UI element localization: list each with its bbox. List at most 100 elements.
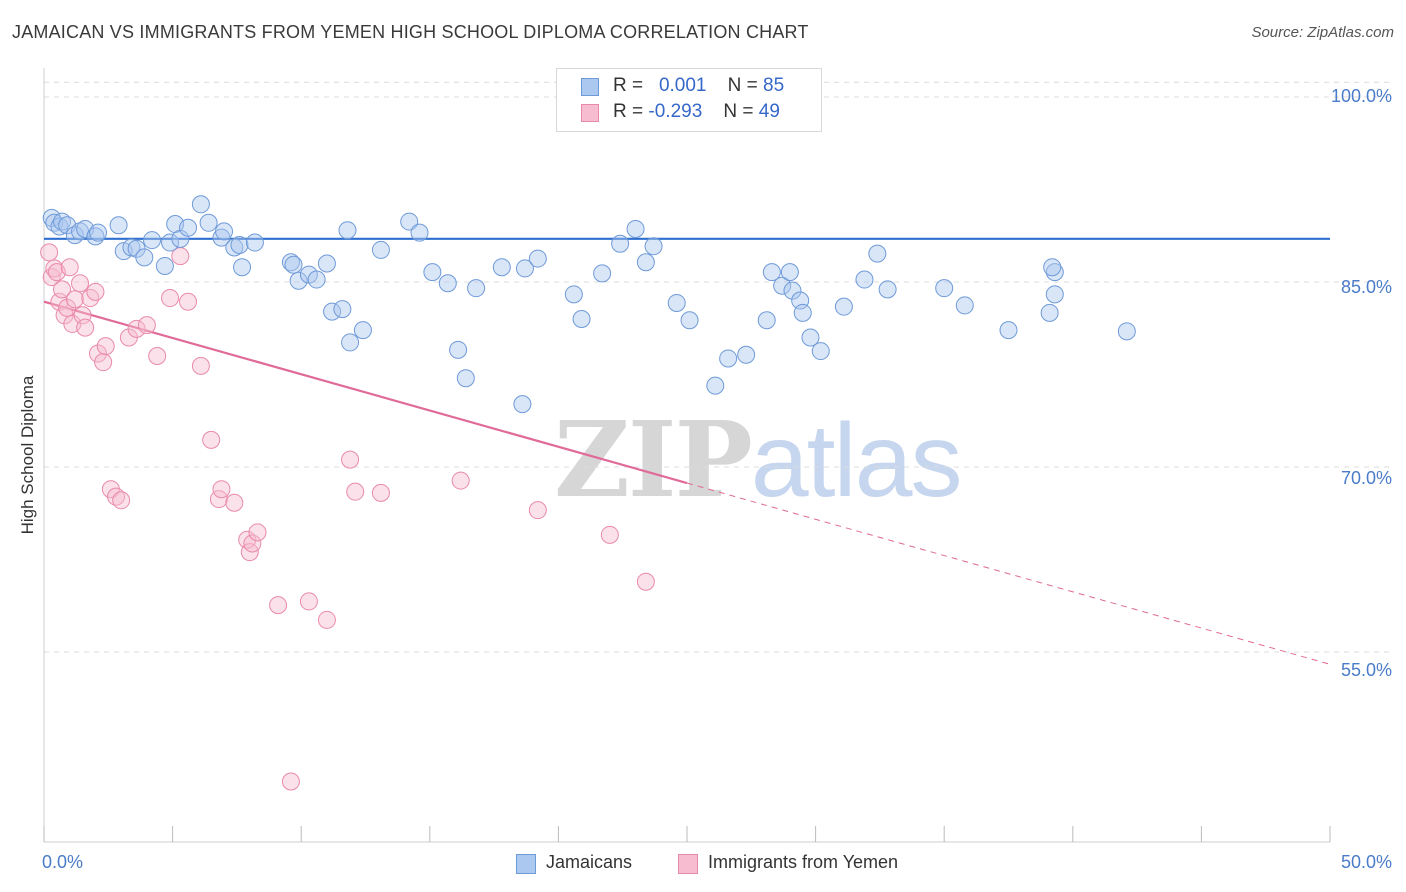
data-point-jamaicans bbox=[611, 234, 630, 253]
data-point-jamaicans bbox=[456, 369, 475, 388]
data-point-jamaicans bbox=[773, 276, 792, 295]
data-point-jamaicans bbox=[644, 237, 663, 256]
axes bbox=[43, 68, 1331, 843]
data-point-jamaicans bbox=[135, 248, 154, 267]
data-point-jamaicans bbox=[233, 258, 252, 277]
data-point-yemen bbox=[371, 483, 390, 502]
data-point-jamaicans bbox=[199, 213, 218, 232]
data-point-jamaicans bbox=[528, 249, 547, 268]
data-point-yemen bbox=[346, 482, 365, 501]
data-point-jamaicans bbox=[323, 302, 342, 321]
data-point-yemen bbox=[137, 316, 156, 335]
data-point-jamaicans bbox=[371, 240, 390, 259]
data-point-yemen bbox=[86, 282, 105, 301]
data-point-jamaicans bbox=[284, 255, 303, 274]
data-point-yemen bbox=[299, 592, 318, 611]
data-point-jamaicans bbox=[855, 270, 874, 289]
data-point-jamaicans bbox=[636, 253, 655, 272]
n-value: 49 bbox=[758, 101, 780, 122]
watermark: ZIPatlas bbox=[554, 398, 963, 521]
legend-text: R = -0.293 N = 49 bbox=[613, 101, 780, 123]
source-label: Source: ZipAtlas.com bbox=[1251, 24, 1394, 41]
data-point-jamaicans bbox=[341, 333, 360, 352]
data-point-yemen bbox=[451, 471, 470, 490]
r-label: R = bbox=[613, 101, 644, 122]
data-point-jamaicans bbox=[245, 233, 264, 252]
data-point-jamaicans bbox=[811, 342, 830, 361]
data-point-yemen bbox=[281, 772, 300, 791]
data-point-yemen bbox=[202, 430, 221, 449]
r-value: 0.001 bbox=[658, 75, 707, 96]
data-point-yemen bbox=[148, 347, 167, 365]
data-point-jamaicans bbox=[878, 280, 897, 299]
data-point-jamaicans bbox=[1045, 285, 1064, 304]
data-point-yemen bbox=[71, 274, 90, 293]
data-point-jamaicans bbox=[230, 236, 249, 254]
legend-swatch-pink bbox=[678, 854, 698, 874]
data-point-jamaicans bbox=[307, 270, 326, 289]
data-point-yemen bbox=[96, 337, 115, 356]
data-points bbox=[40, 195, 1136, 791]
data-point-jamaicans bbox=[935, 279, 954, 298]
data-point-jamaicans bbox=[1045, 263, 1064, 282]
data-point-jamaicans bbox=[410, 223, 429, 242]
data-point-jamaicans bbox=[1040, 303, 1059, 322]
y-tick-label: 100.0% bbox=[1330, 86, 1392, 106]
data-point-jamaicans bbox=[353, 321, 372, 340]
data-point-yemen bbox=[127, 319, 146, 338]
data-point-jamaicans bbox=[564, 285, 583, 304]
data-point-jamaicans bbox=[179, 218, 198, 237]
data-point-jamaicans bbox=[680, 311, 699, 330]
data-point-yemen bbox=[53, 280, 72, 299]
n-label: N = bbox=[723, 101, 754, 122]
legend-label: Immigrants from Yemen bbox=[708, 852, 899, 872]
legend-swatch-blue bbox=[516, 854, 536, 874]
data-point-yemen bbox=[107, 487, 126, 506]
data-point-jamaicans bbox=[762, 263, 781, 282]
data-point-jamaicans bbox=[289, 271, 308, 290]
r-value: -0.293 bbox=[648, 101, 703, 122]
data-point-yemen bbox=[161, 289, 180, 308]
data-point-jamaicans bbox=[53, 212, 72, 231]
trend-lines bbox=[43, 237, 1331, 665]
data-point-yemen bbox=[60, 258, 79, 277]
data-point-jamaicans bbox=[719, 349, 738, 368]
watermark-atlas: atlas bbox=[750, 403, 963, 519]
data-point-jamaicans bbox=[191, 195, 210, 214]
data-point-jamaicans bbox=[793, 303, 812, 322]
y-tick-label: 70.0% bbox=[1340, 468, 1392, 488]
data-point-jamaicans bbox=[706, 376, 725, 395]
chart-title: JAMAICAN VS IMMIGRANTS FROM YEMEN HIGH S… bbox=[12, 22, 809, 42]
data-point-jamaicans bbox=[317, 254, 336, 273]
data-point-jamaicans bbox=[281, 253, 300, 272]
trend-line-yemen-extrapolated bbox=[686, 482, 1331, 665]
data-point-jamaicans bbox=[667, 293, 686, 312]
data-point-jamaicans bbox=[1117, 322, 1136, 341]
data-point-jamaicans bbox=[492, 258, 511, 277]
watermark-zip: ZIP bbox=[554, 398, 753, 521]
data-point-jamaicans bbox=[225, 238, 244, 257]
data-point-jamaicans bbox=[572, 310, 591, 328]
data-point-jamaicans bbox=[467, 279, 486, 298]
data-point-yemen bbox=[600, 525, 619, 544]
data-point-jamaicans bbox=[155, 256, 174, 275]
data-point-jamaicans bbox=[449, 340, 468, 359]
data-point-yemen bbox=[65, 290, 84, 309]
data-point-jamaicans bbox=[333, 300, 352, 319]
data-point-jamaicans bbox=[834, 297, 853, 316]
grid-lines bbox=[44, 81, 1390, 653]
y-tick-label: 85.0% bbox=[1340, 277, 1392, 297]
data-point-jamaicans bbox=[438, 274, 457, 293]
data-point-yemen bbox=[636, 572, 655, 591]
data-point-jamaicans bbox=[423, 263, 442, 282]
legend-swatch-blue bbox=[581, 78, 599, 96]
data-point-yemen bbox=[89, 344, 108, 363]
data-point-jamaicans bbox=[109, 216, 128, 235]
data-point-yemen bbox=[112, 491, 131, 510]
data-point-yemen bbox=[191, 356, 210, 375]
data-point-jamaicans bbox=[143, 231, 162, 250]
legend-text: R = 0.001 N = 85 bbox=[613, 75, 784, 97]
data-point-yemen bbox=[76, 318, 95, 337]
data-point-jamaicans bbox=[780, 263, 799, 282]
